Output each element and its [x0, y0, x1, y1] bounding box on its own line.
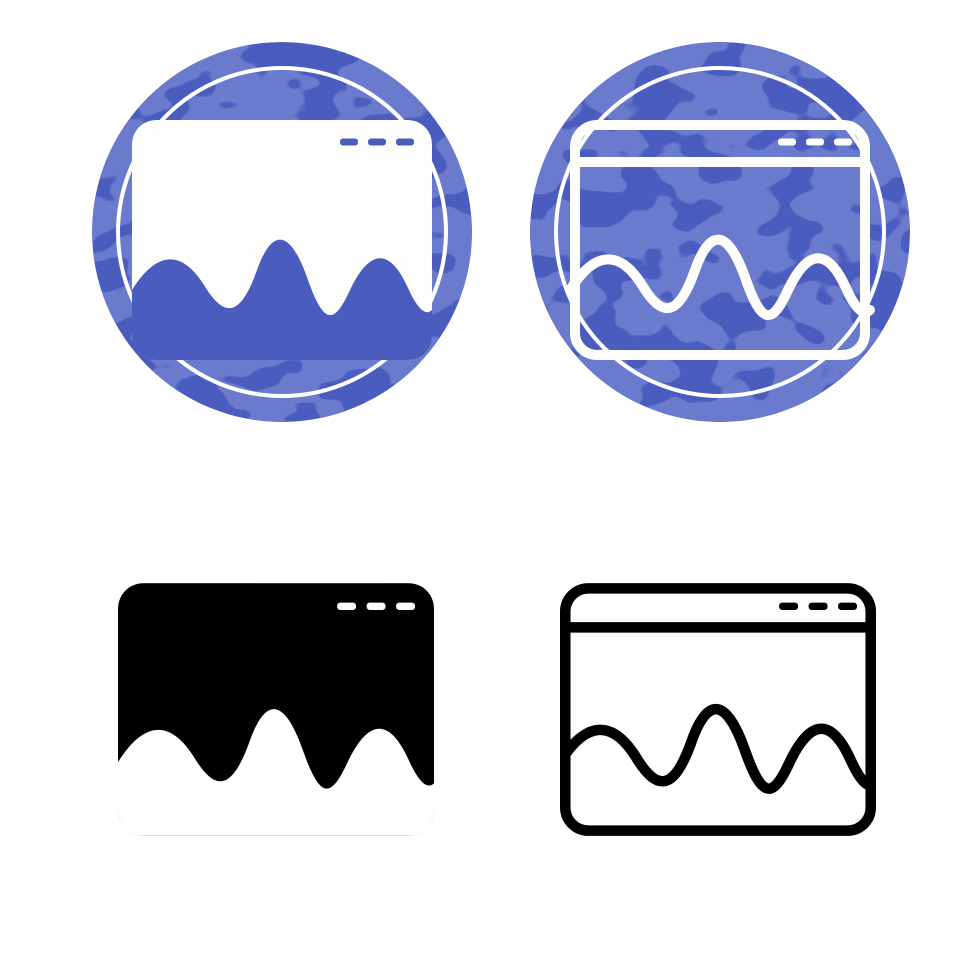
- badge-outline-svg: [530, 42, 910, 422]
- badge-filled: [92, 42, 472, 422]
- badge-outline: [530, 42, 910, 422]
- icon-set-canvas: [0, 0, 980, 980]
- plain-outline-svg: [560, 583, 876, 836]
- badge-filled-svg: [92, 42, 472, 422]
- plain-filled-svg: [118, 583, 434, 836]
- plain-filled: [118, 583, 434, 836]
- plain-outline: [560, 583, 876, 836]
